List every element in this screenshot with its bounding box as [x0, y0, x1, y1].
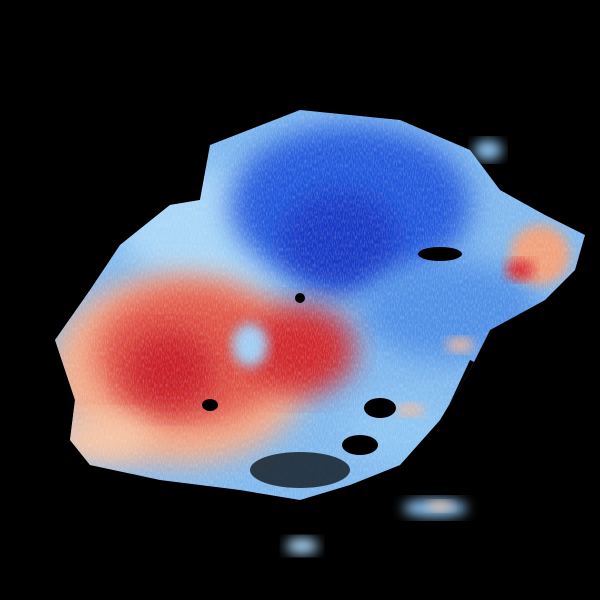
- radar-site: [295, 293, 305, 303]
- echo-patch: [286, 538, 318, 554]
- gap: [202, 399, 218, 411]
- gap: [364, 398, 396, 418]
- gap: [342, 435, 378, 455]
- echo-patch: [428, 501, 452, 511]
- gap: [250, 452, 350, 488]
- gap: [418, 247, 462, 261]
- echo-patch: [474, 140, 502, 160]
